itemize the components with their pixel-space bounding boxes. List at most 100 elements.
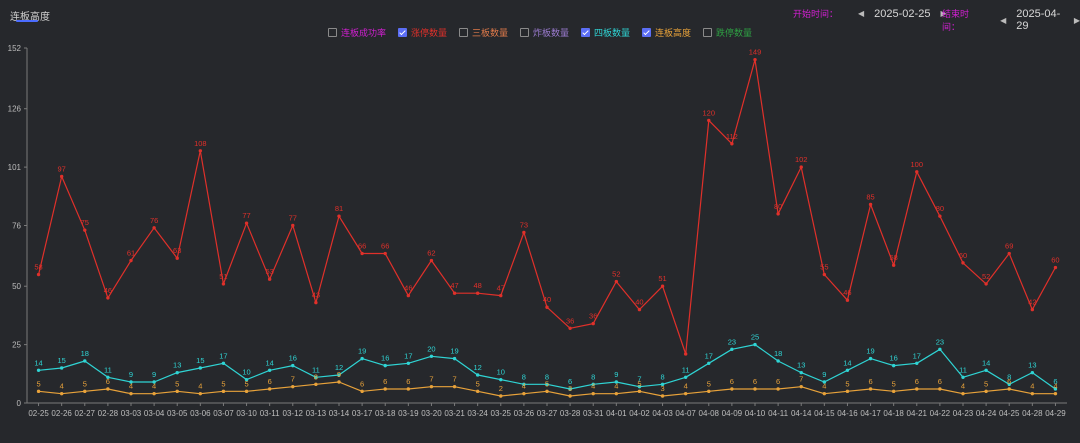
data-point <box>152 226 156 230</box>
data-point <box>730 142 734 146</box>
data-point <box>753 387 757 391</box>
data-point <box>730 347 734 351</box>
data-label: 9 <box>152 370 156 379</box>
data-point <box>683 391 688 396</box>
start-date-value[interactable]: 2025-02-25 <box>874 7 931 20</box>
data-point <box>961 375 965 380</box>
y-tick-label: 50 <box>12 282 21 291</box>
data-point <box>545 305 549 309</box>
data-label: 4 <box>60 382 64 391</box>
x-tick-label: 04-14 <box>791 409 812 418</box>
legend-item[interactable]: 炸板数量 <box>519 26 569 39</box>
legend-item[interactable]: 连板高度 <box>642 26 691 39</box>
data-label: 8 <box>522 372 526 381</box>
prev-end-date-icon[interactable]: ◀ <box>1000 15 1007 25</box>
data-point <box>1053 391 1058 396</box>
data-point <box>175 370 179 375</box>
legend-label: 跌停数量 <box>716 28 753 38</box>
legend-item[interactable]: 四板数量 <box>581 26 630 39</box>
data-point <box>1007 387 1011 391</box>
data-point <box>776 359 780 363</box>
legend-checkbox[interactable] <box>397 28 407 37</box>
data-label: 15 <box>57 356 65 365</box>
data-label: 5 <box>984 379 988 388</box>
data-point <box>915 387 919 391</box>
data-label: 5 <box>221 379 225 388</box>
data-point <box>198 391 203 396</box>
data-label: 19 <box>358 347 366 356</box>
data-label: 19 <box>866 347 874 356</box>
legend-checkbox[interactable] <box>642 28 652 37</box>
legend-checkbox[interactable] <box>581 28 590 37</box>
x-tick-label: 03-07 <box>213 409 234 418</box>
data-label: 46 <box>843 288 851 297</box>
data-point <box>244 377 249 382</box>
legend-checkbox[interactable] <box>458 28 468 37</box>
data-point <box>152 380 156 384</box>
data-label: 85 <box>866 192 874 201</box>
data-point <box>36 389 41 394</box>
end-date-value[interactable]: 2025-04-29 <box>1016 8 1061 32</box>
data-point <box>1030 307 1035 312</box>
legend-item[interactable]: 跌停数量 <box>703 26 752 39</box>
data-label: 7 <box>429 375 433 384</box>
x-tick-label: 03-31 <box>583 409 604 418</box>
data-point <box>59 391 64 396</box>
data-label: 81 <box>335 204 343 213</box>
data-point <box>221 361 226 365</box>
data-point <box>822 380 827 384</box>
data-label: 80 <box>774 202 782 211</box>
data-label: 52 <box>982 272 990 281</box>
data-point <box>707 361 711 365</box>
legend-checkbox[interactable] <box>327 28 337 37</box>
data-point <box>152 391 156 396</box>
data-point <box>337 373 341 377</box>
data-label: 6 <box>1053 377 1057 386</box>
data-label: 17 <box>404 351 412 360</box>
x-tick-label: 03-21 <box>444 409 465 418</box>
legend-checkbox[interactable] <box>519 28 529 37</box>
data-label: 14 <box>34 358 42 367</box>
data-point <box>291 363 295 368</box>
data-point <box>1053 387 1058 391</box>
data-label: 9 <box>614 370 618 379</box>
data-point <box>614 279 619 284</box>
data-label: 17 <box>913 351 921 360</box>
data-point <box>406 387 411 391</box>
data-label: 47 <box>450 281 458 290</box>
legend-item[interactable]: 连板成功率 <box>327 26 386 39</box>
data-point <box>845 298 850 302</box>
x-tick-label: 03-14 <box>329 409 350 418</box>
data-label: 5 <box>845 379 849 388</box>
data-point <box>568 394 572 398</box>
data-label: 40 <box>543 295 551 304</box>
data-label: 60 <box>1051 256 1059 265</box>
x-tick-label: 04-09 <box>722 409 743 418</box>
x-tick-label: 03-20 <box>421 409 442 418</box>
legend-label: 涨停数量 <box>410 28 447 38</box>
data-label: 11 <box>312 365 320 374</box>
data-point <box>545 389 549 394</box>
tab-lianban-height[interactable]: 连板高度 <box>10 12 50 23</box>
data-label: 120 <box>703 108 716 117</box>
x-tick-label: 04-25 <box>999 409 1020 418</box>
data-point <box>337 214 341 218</box>
legend-item[interactable]: 涨停数量 <box>397 26 447 39</box>
data-label: 40 <box>635 298 643 307</box>
data-point <box>106 296 110 300</box>
next-end-date-icon[interactable]: ▶ <box>1073 15 1080 25</box>
data-point <box>452 384 457 389</box>
data-label: 15 <box>196 356 204 365</box>
data-point <box>83 359 87 363</box>
data-label: 23 <box>728 337 736 346</box>
legend-checkbox[interactable] <box>703 28 713 37</box>
data-label: 7 <box>637 375 641 384</box>
next-start-date-icon[interactable]: ▶ <box>940 9 947 18</box>
data-label: 73 <box>520 221 528 230</box>
data-point <box>683 352 688 356</box>
data-point <box>83 228 87 232</box>
prev-start-date-icon[interactable]: ◀ <box>858 9 865 18</box>
data-label: 4 <box>614 382 618 391</box>
data-point <box>452 291 457 295</box>
legend-item[interactable]: 三板数量 <box>458 26 508 39</box>
